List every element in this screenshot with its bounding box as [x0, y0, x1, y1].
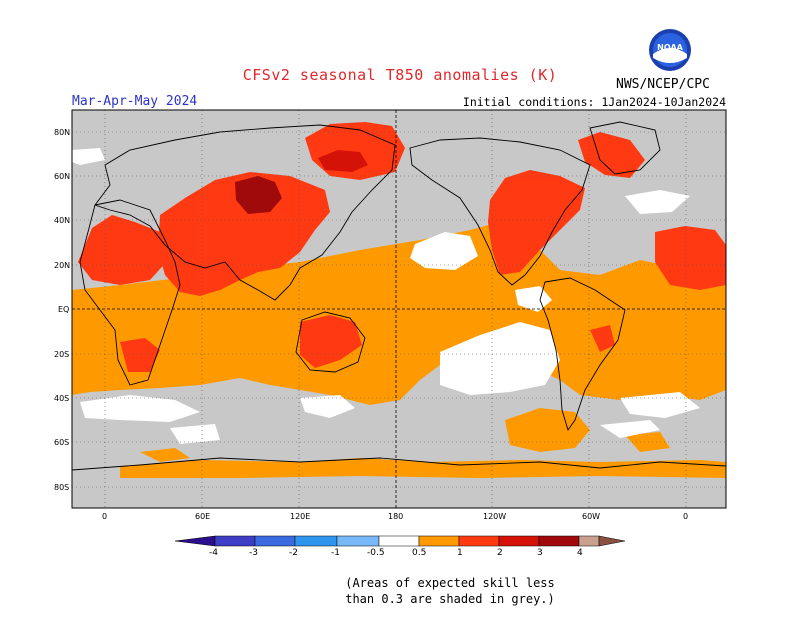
coastline-australia	[295, 311, 366, 373]
colorbar-tick-label: 4	[577, 548, 583, 558]
near-normal-region-pacific-sector	[170, 424, 220, 444]
colorbar-bin-7	[458, 535, 500, 547]
colorbar-tick-label: -4	[209, 548, 218, 558]
colorbar-bin-10	[578, 535, 600, 547]
anomaly-region-atlantic-red	[655, 226, 726, 290]
noaa-logo-text: NOAA	[657, 43, 683, 52]
near-normal-region-arctic	[72, 148, 105, 165]
agency-label: NWS/NCEP/CPC	[616, 77, 710, 92]
anomaly-region-south-atlantic	[505, 408, 590, 452]
coastlines	[72, 121, 726, 471]
coastline-eurasia	[94, 124, 396, 301]
colorbar-bin-4	[336, 535, 380, 547]
lon-label: 0	[102, 512, 108, 521]
coastline-south-america	[539, 277, 626, 432]
near-normal-region-north-pacific	[410, 232, 478, 270]
near-normal-region-south-of-australia	[300, 395, 355, 418]
anomaly-region-southern-pacific	[625, 432, 670, 452]
anomaly-region-south-indian	[140, 448, 190, 462]
lat-label: EQ	[58, 305, 70, 314]
lon-label: 60E	[195, 512, 211, 521]
colorbar-tick-label: -3	[249, 548, 258, 558]
initial-conditions-label: Initial conditions: 1Jan2024-10Jan2024	[462, 95, 726, 109]
skill-footnote-line1: (Areas of expected skill less	[345, 576, 555, 590]
anomaly-region-australia-red	[300, 315, 362, 368]
colorbar-bin-0	[174, 535, 216, 547]
lon-label: 0	[683, 512, 689, 521]
coastline-antarctica	[72, 457, 726, 471]
skill-footnote-line2: than 0.3 are shaded in grey.)	[345, 592, 555, 606]
anomaly-region-south-america-red	[590, 325, 615, 352]
colorbar	[174, 535, 626, 547]
near-normal-region-north-atlantic	[625, 190, 690, 214]
coastline-africa	[79, 199, 181, 386]
colorbar-tick-label: -0.5	[367, 548, 385, 558]
lon-label: 120E	[290, 512, 311, 521]
colorbar-bin-11	[598, 535, 626, 547]
lon-label: 60W	[582, 512, 601, 521]
anomaly-region-central-asia-darkred	[235, 176, 282, 214]
coastline-greenland	[589, 121, 661, 175]
colorbar-bin-5	[378, 535, 420, 547]
coastline-north-america	[409, 137, 591, 286]
anomaly-region-siberia-darkred	[318, 150, 368, 172]
lat-label: 60S	[54, 438, 70, 447]
anomaly-region-antarctic-ring	[120, 458, 726, 478]
colorbar-tick-label: -1	[331, 548, 340, 558]
skill-footnote: (Areas of expected skill less than 0.3 a…	[300, 575, 600, 607]
colorbar-bin-6	[418, 535, 460, 547]
lat-label: 80S	[54, 483, 70, 492]
colorbar-bin-8	[498, 535, 540, 547]
colorbar-tick-label: 0.5	[412, 548, 427, 558]
anomaly-region-north-america-red	[488, 170, 585, 275]
anomaly-region-southern-africa-red	[120, 338, 160, 372]
colorbar-tick-label: 1	[457, 548, 463, 558]
anomaly-region-africa-red	[78, 215, 170, 285]
colorbar-bin-1	[214, 535, 256, 547]
anomaly-region-tropical-band	[72, 222, 726, 405]
colorbar-bin-3	[294, 535, 338, 547]
near-normal-region-south-indian	[80, 395, 200, 422]
lat-label: 20S	[54, 350, 70, 359]
graticule	[72, 110, 726, 508]
lat-label: 60N	[54, 172, 71, 181]
near-normal-region-east-pacific	[515, 286, 552, 312]
noaa-logo-icon: NOAA	[649, 29, 691, 71]
near-normal-region-weddell	[600, 420, 660, 438]
colorbar-tick-label: -2	[289, 548, 298, 558]
colorbar-tick-label: 3	[537, 548, 543, 558]
lon-label: 180	[388, 512, 404, 521]
colorbar-tick-label: 2	[497, 548, 503, 558]
map-frame	[71, 109, 727, 509]
season-label: Mar-Apr-May 2024	[72, 94, 198, 109]
map-title: CFSv2 seasonal T850 anomalies (K)	[242, 66, 558, 84]
near-normal-region-south-pacific	[440, 322, 560, 395]
colorbar-bin-9	[538, 535, 580, 547]
lat-label: 20N	[54, 261, 71, 270]
colorbar-bin-2	[254, 535, 296, 547]
lat-label: 40N	[54, 216, 71, 225]
near-normal-region-south-america-east	[620, 392, 700, 418]
lat-label: 40S	[54, 394, 70, 403]
lon-label: 120W	[483, 512, 507, 521]
lat-label: 80N	[54, 128, 71, 137]
